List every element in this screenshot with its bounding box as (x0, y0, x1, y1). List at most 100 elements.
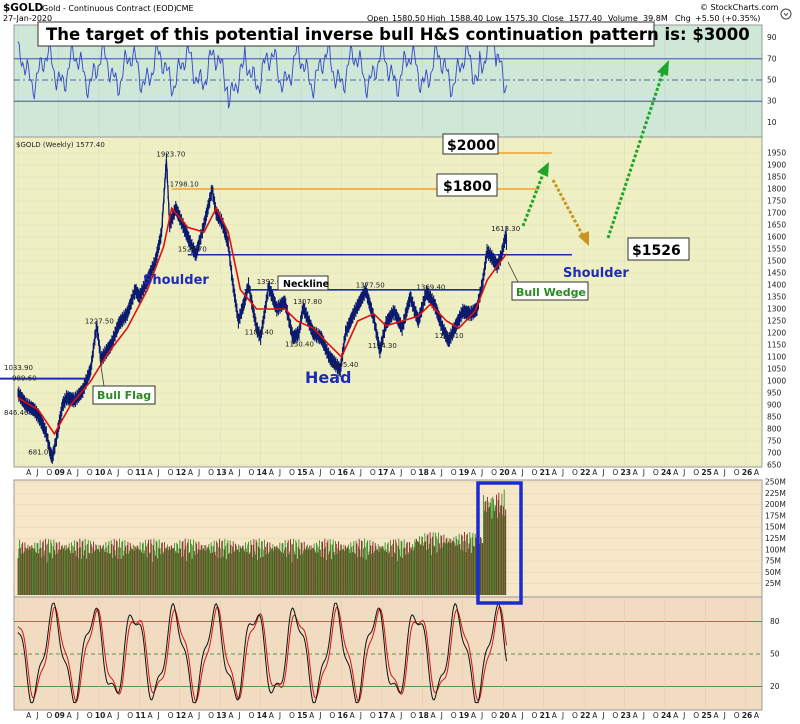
x-month-label: A (107, 711, 113, 720)
x-year-label: 16 (338, 468, 348, 477)
price-labels: 1923.70 1798.10 1526.70 1392.60 1307.80 1377.… (4, 150, 520, 456)
volume-y-tick: 75M (765, 557, 781, 566)
price-y-tick: 1600 (767, 233, 786, 242)
x-month-label: O (289, 468, 295, 477)
upper-indicator-lines (14, 30, 762, 109)
x-year-label: 22 (580, 468, 590, 477)
volume-y-tick: 200M (765, 500, 786, 509)
x-month-label: O (734, 468, 740, 477)
stoch-line (17, 602, 507, 704)
x-month-label: J (520, 711, 523, 720)
x-month-label: O (168, 711, 174, 720)
x-year-label: 25 (701, 711, 711, 720)
x-month-label: J (318, 711, 321, 720)
x-month-label: A (26, 711, 32, 720)
x-month-label: O (329, 711, 335, 720)
x-month-label: O (572, 711, 578, 720)
x-month-label: A (754, 468, 760, 477)
x-year-label: 14 (257, 468, 267, 477)
x-month-label: A (269, 711, 275, 720)
price-y-tick: 1150 (767, 341, 786, 350)
date: 27-Jan-2020 (3, 14, 52, 23)
price-y-tick: 800 (767, 425, 782, 434)
x-month-label: O (612, 711, 618, 720)
symbol: $GOLD (3, 2, 44, 14)
x-month-label: A (714, 468, 720, 477)
stochastic-panel (13, 596, 763, 711)
x-month-label: A (714, 711, 720, 720)
x-month-label: J (642, 468, 645, 477)
x-month-label: O (491, 711, 497, 720)
volume-y-tick: 225M (765, 489, 786, 498)
x-month-label: J (642, 711, 645, 720)
price-label: 1798.10 (170, 180, 199, 188)
x-month-label: J (76, 468, 79, 477)
x-month-label: A (633, 468, 639, 477)
bull-flag-label: Bull Flag (97, 389, 151, 402)
close-label: Close (542, 14, 564, 23)
x-month-label: J (480, 468, 483, 477)
x-year-label: 20 (499, 468, 509, 477)
moving-average-line (17, 206, 508, 436)
x-year-label: 09 (54, 468, 64, 477)
x-month-label: A (633, 711, 639, 720)
x-year-label: 18 (418, 711, 428, 720)
neckline-label: Neckline (283, 279, 329, 290)
description: Gold - Continuous Contract (EOD) (42, 4, 177, 13)
y-axis-labels: 6507007508008509009501000105011001150120… (765, 33, 786, 691)
x-year-label: 11 (135, 468, 145, 477)
price-y-tick: 850 (767, 413, 782, 422)
x-year-label: 23 (621, 468, 631, 477)
settings-icon[interactable] (780, 8, 792, 20)
x-month-label: A (552, 711, 558, 720)
x-month-label: O (451, 711, 457, 720)
x-month-label: A (592, 468, 598, 477)
volume-y-tick: 250M (765, 478, 786, 487)
x-month-label: O (46, 468, 52, 477)
x-month-label: J (601, 468, 604, 477)
x-month-label: J (561, 468, 564, 477)
x-month-label: J (440, 711, 443, 720)
x-month-label: A (552, 468, 558, 477)
x-year-label: 13 (216, 711, 226, 720)
x-month-label: O (208, 711, 214, 720)
upper-y-tick: 50 (767, 76, 777, 85)
x-axis-labels: A J OA J O09 A J O09 A J O10 A J O10 A J O11 A J O11 A J O12 A J… (26, 468, 760, 720)
x-month-label: O (127, 711, 133, 720)
x-month-label: A (67, 468, 73, 477)
x-year-label: 22 (580, 711, 590, 720)
x-month-label: O (329, 468, 335, 477)
x-year-label: 20 (499, 711, 509, 720)
volume-value: 39.8M (643, 14, 668, 23)
x-month-label: A (309, 711, 315, 720)
bull-wedge-callout: Bull Wedge (507, 261, 589, 301)
x-month-label: A (188, 468, 194, 477)
x-year-label: 26 (742, 711, 752, 720)
price-label: 1227.50 (85, 317, 114, 325)
high-label: High (427, 14, 445, 23)
volume-label: Volume (608, 14, 638, 23)
price-label: 1526.70 (178, 246, 207, 254)
price-y-tick: 1250 (767, 317, 786, 326)
x-month-label: J (35, 468, 38, 477)
price-label: 846.40 (4, 409, 29, 417)
x-year-label: 15 (297, 468, 307, 477)
close-value: 1577.40 (569, 14, 602, 23)
x-month-label: O (653, 711, 659, 720)
exchange: CME (176, 4, 194, 13)
x-month-label: J (197, 468, 200, 477)
volume-y-tick: 175M (765, 511, 786, 520)
price-y-tick: 1300 (767, 305, 786, 314)
x-month-label: J (399, 711, 402, 720)
price-y-tick: 1800 (767, 185, 786, 194)
upper-y-tick: 70 (767, 54, 777, 63)
headline: The target of this potential inverse bul… (46, 25, 750, 44)
x-year-label: 24 (661, 711, 671, 720)
price-y-tick: 1100 (767, 353, 786, 362)
price-y-tick: 1650 (767, 221, 786, 230)
upper-indicator-line (17, 30, 507, 109)
x-month-label: J (237, 711, 240, 720)
x-month-label: A (309, 468, 315, 477)
price-label: 1181.40 (245, 328, 274, 336)
target-1526: $1526 (627, 237, 690, 261)
